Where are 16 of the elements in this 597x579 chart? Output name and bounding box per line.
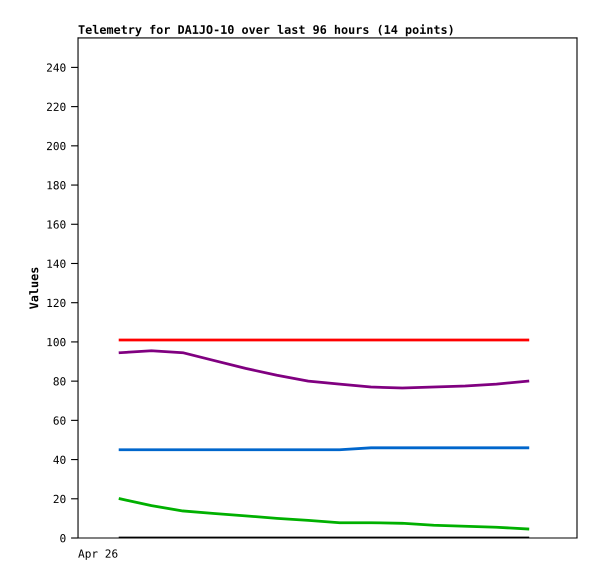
chart-title: Telemetry for DA1JO-10 over last 96 hours (14 points) [78, 24, 453, 36]
y-tick-label: 200 [46, 142, 66, 150]
y-tick-label: 220 [46, 102, 66, 112]
y-tick-label: 80 [54, 377, 66, 386]
y-tick-label: 60 [54, 416, 66, 425]
y-tick-label: 180 [47, 181, 66, 190]
text: Apr 26 [78, 549, 118, 560]
y-tick-label: 100 [47, 338, 66, 346]
y-tick-label: 0 [60, 534, 66, 542]
y-tick-label: 40 [53, 456, 66, 464]
y-axis-title: Values [29, 268, 38, 309]
y-tick-label: 160 [47, 220, 66, 229]
y-tick-label: 140 [47, 259, 66, 268]
y-tick-label: 120 [47, 298, 66, 308]
y-tick-label: 20 [54, 494, 66, 504]
y-tick-label: 240 [46, 63, 66, 72]
